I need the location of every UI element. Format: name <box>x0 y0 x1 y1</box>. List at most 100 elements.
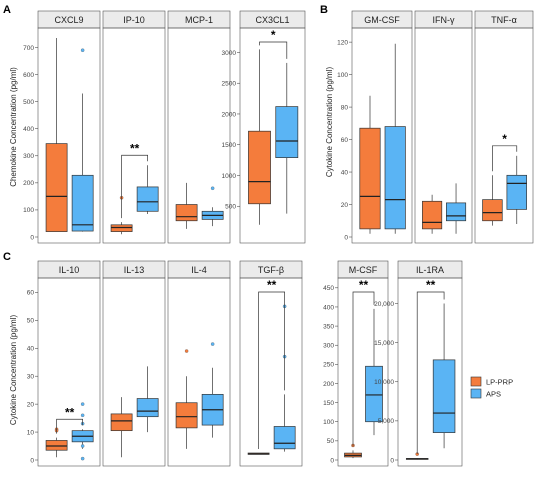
y-tick-label-cxcl9: 400 <box>23 126 34 133</box>
box-il-1ra-aps <box>432 303 456 449</box>
significance-label-il-1ra: ** <box>426 278 436 292</box>
panel-letter-a: A <box>3 4 11 16</box>
facet-mcp-1: MCP-1 <box>167 10 231 244</box>
y-tick-label-gm-csf: 60 <box>341 137 349 144</box>
box-il-4-lp-prp <box>175 349 198 449</box>
significance-bracket-il-10 <box>56 418 83 434</box>
facet-title-mcp-1: MCP-1 <box>185 15 213 25</box>
facet-tnf: TNF-α * <box>474 10 534 244</box>
y-tick-label-gm-csf: 20 <box>341 202 349 209</box>
box-iqr <box>365 365 383 423</box>
facet-title-gm-csf: GM-CSF <box>364 15 400 25</box>
significance-bracket-il-1ra <box>416 291 445 455</box>
y-tick-label-cxcl9: 100 <box>23 207 34 214</box>
box-iqr <box>45 143 68 232</box>
box-iqr <box>359 127 381 230</box>
facet-ifn: IFN-γ <box>414 10 473 244</box>
y-tick-label-m-csf: 350 <box>323 323 334 330</box>
facet-cxcl9: CXCL9 0 100 200 300 400 500 600 700 <box>23 10 101 244</box>
facet-panel-il-13 <box>102 277 166 467</box>
box-iqr <box>446 202 467 222</box>
significance-label-ip-10: ** <box>130 141 140 155</box>
box-iqr <box>110 413 133 432</box>
facet-panel-m-csf <box>337 277 389 467</box>
box-iqr <box>136 186 159 212</box>
facet-title-il-10: IL-10 <box>59 265 80 275</box>
box-iqr <box>422 200 443 230</box>
y-tick-label-il-10: 30 <box>27 373 35 380</box>
y-tick-label-il-1ra: 20,000 <box>374 301 394 308</box>
outlier-point <box>210 342 215 346</box>
facet-panel-il-10 <box>37 277 101 467</box>
y-tick-label-m-csf: 450 <box>323 285 334 292</box>
y-tick-label-cx3cl1: 2500 <box>222 81 237 88</box>
box-iqr <box>384 126 406 230</box>
facet-il-13: IL-13 <box>102 260 166 467</box>
significance-bracket-ip-10 <box>121 154 148 219</box>
y-tick-label-m-csf: 150 <box>323 400 334 407</box>
significance-bracket-cx3cl1 <box>259 41 288 59</box>
facet-il-10: IL-10 0 10 20 30 40 50 60 ** <box>27 260 101 467</box>
box-iqr <box>506 174 527 210</box>
facet-il-4: IL-4 <box>167 260 231 467</box>
outlier-point <box>80 456 85 461</box>
box-ifn-lp-prp <box>422 194 443 234</box>
facet-panel-gm-csf <box>351 27 413 244</box>
box-iqr <box>110 224 133 232</box>
box-cx3cl1-lp-prp <box>248 49 271 225</box>
box-il-4-aps <box>201 342 224 438</box>
box-cxcl9-aps <box>71 48 94 232</box>
box-iqr <box>273 426 296 450</box>
facet-title-tgf: TGF-β <box>258 265 284 275</box>
legend-swatch-aps <box>470 388 482 399</box>
significance-bracket-tnf <box>492 145 518 172</box>
box-mcp-1-aps <box>201 186 224 227</box>
facet-m-csf: M-CSF 0 50 100 150 200 250 300 350 400 450 ** <box>323 260 389 467</box>
facet-cx3cl1: CX3CL1 500 1000 1500 2000 2500 3000 * <box>222 10 306 244</box>
box-il-13-lp-prp <box>110 397 133 458</box>
legend: LP-PRP APS <box>470 376 513 399</box>
facet-title-il-1ra: IL-1RA <box>416 265 444 275</box>
y-tick-label-cx3cl1: 1500 <box>222 142 237 149</box>
legend-label-lp-prp: LP-PRP <box>486 378 513 387</box>
y-tick-label-cxcl9: 700 <box>23 45 34 52</box>
legend-label-aps: APS <box>486 390 501 399</box>
y-axis-label-b: Cytokine Concentration (pg/ml) <box>325 67 334 178</box>
y-tick-label-cxcl9: 0 <box>30 234 34 241</box>
facet-title-m-csf: M-CSF <box>349 265 378 275</box>
box-iqr <box>45 440 68 451</box>
facet-title-il-13: IL-13 <box>124 265 145 275</box>
y-tick-label-cx3cl1: 500 <box>225 204 236 211</box>
significance-bracket-tgf <box>258 291 285 450</box>
facet-il-1ra: IL-1RA 0 5,000 10,000 15,000 20,000 ** <box>374 260 463 467</box>
facet-panel-mcp-1 <box>167 27 231 244</box>
significance-bracket-m-csf <box>352 291 375 447</box>
box-il-1ra-lp-prp <box>405 452 429 460</box>
y-tick-label-cx3cl1: 2000 <box>222 111 237 118</box>
box-tgf-lp-prp <box>247 452 270 455</box>
box-gm-csf-aps <box>384 43 406 234</box>
y-tick-label-cxcl9: 300 <box>23 153 34 160</box>
y-tick-label-cxcl9: 200 <box>23 180 34 187</box>
y-tick-label-cxcl9: 500 <box>23 99 34 106</box>
box-iqr <box>136 398 159 418</box>
significance-label-il-10: ** <box>65 405 75 419</box>
y-tick-label-gm-csf: 100 <box>337 72 348 79</box>
box-tnf-lp-prp <box>482 175 503 226</box>
legend-swatch-lp-prp <box>470 376 482 387</box>
y-tick-label-m-csf: 50 <box>327 438 335 445</box>
y-axis-label-c: Cytokine Concentration (pg/ml) <box>9 315 18 426</box>
box-iqr <box>275 106 299 158</box>
y-tick-label-il-10: 50 <box>27 318 35 325</box>
box-iqr <box>175 204 198 222</box>
facet-title-cx3cl1: CX3CL1 <box>255 15 289 25</box>
y-tick-label-il-10: 0 <box>30 457 34 464</box>
y-tick-label-cxcl9: 600 <box>23 72 34 79</box>
box-ip-10-aps <box>136 165 159 214</box>
box-iqr <box>71 174 94 232</box>
y-tick-label-il-1ra: 5,000 <box>378 418 395 425</box>
box-il-13-aps <box>136 366 159 433</box>
y-tick-label-cx3cl1: 1000 <box>222 173 237 180</box>
panel-letter-b: B <box>320 4 328 16</box>
